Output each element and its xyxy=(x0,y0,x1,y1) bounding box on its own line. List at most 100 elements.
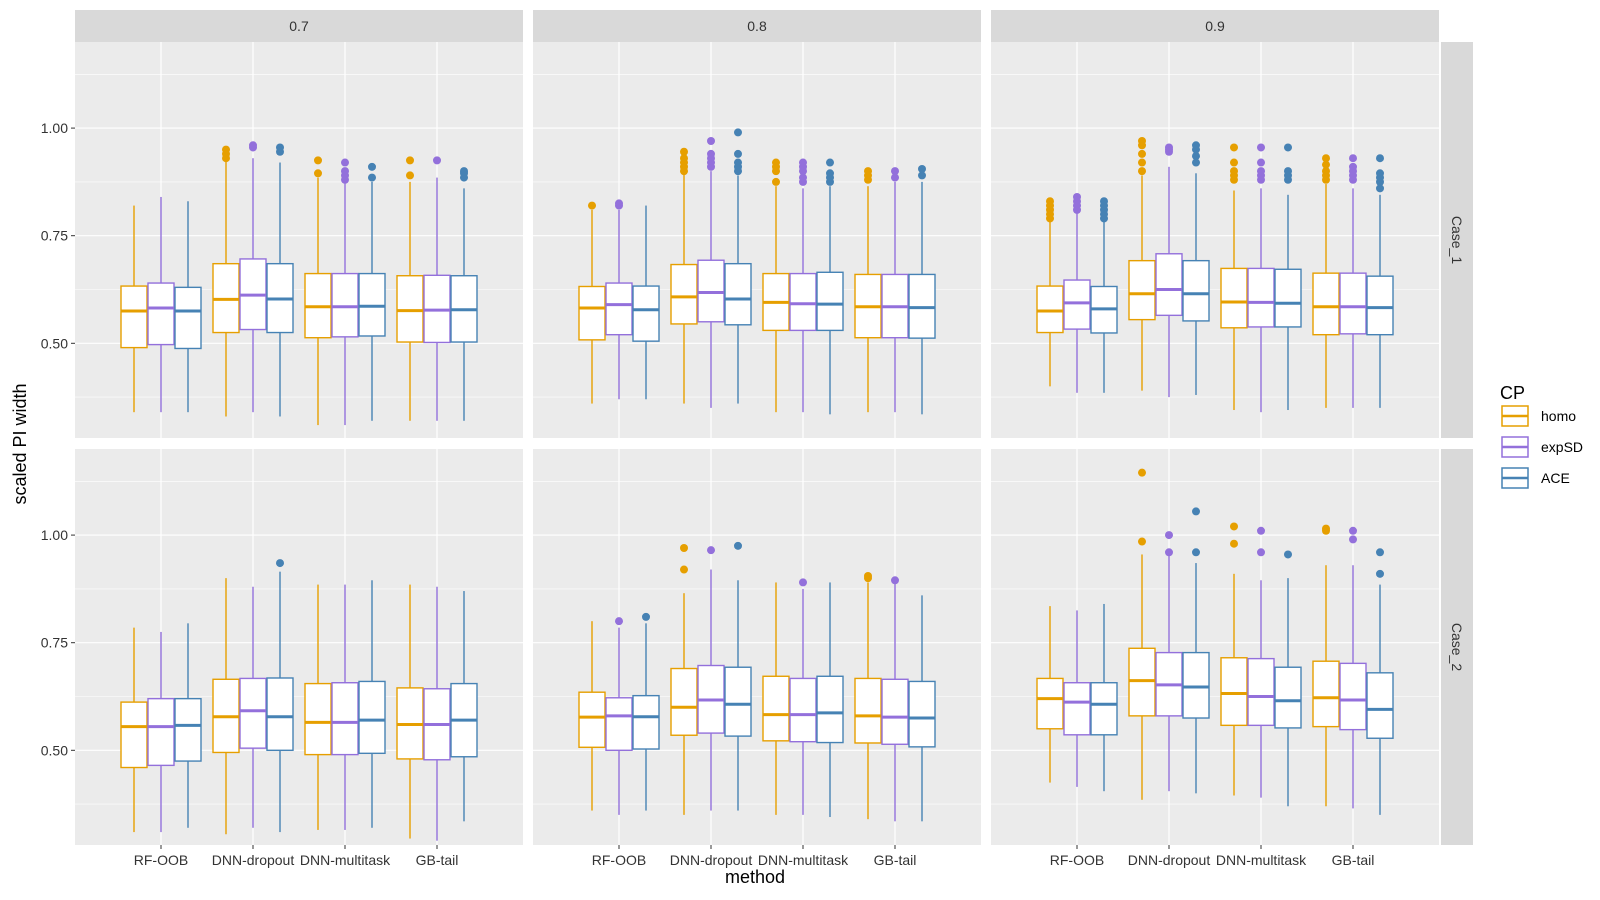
box-homo xyxy=(212,578,240,835)
box-homo xyxy=(120,205,148,413)
outlier-point xyxy=(1192,507,1200,516)
outlier-point xyxy=(1257,548,1265,557)
panel-background xyxy=(75,42,523,438)
box-iqr xyxy=(147,697,175,767)
box-ACE xyxy=(908,595,936,822)
outlier-point xyxy=(1376,184,1384,193)
outlier-point xyxy=(1349,162,1357,171)
box-homo xyxy=(304,156,332,426)
box-iqr xyxy=(1155,253,1183,317)
box-ACE xyxy=(1090,197,1118,393)
outlier-point xyxy=(1165,531,1173,540)
box-iqr xyxy=(1182,259,1210,322)
box-ACE xyxy=(1366,154,1394,408)
outlier-point xyxy=(1230,167,1238,176)
outlier-point xyxy=(1100,197,1108,206)
x-tick-label: DNN-multitask xyxy=(758,852,849,868)
outlier-point xyxy=(707,546,715,555)
box-iqr xyxy=(266,677,294,752)
outlier-point xyxy=(615,199,623,208)
box-homo xyxy=(762,582,790,815)
legend: CP homo expSD ACE xyxy=(1500,383,1583,489)
facet-strip-row-label: Case_2 xyxy=(1449,623,1465,671)
box-iqr xyxy=(358,680,386,755)
box-iqr xyxy=(1274,268,1302,328)
box-iqr xyxy=(1036,677,1064,730)
outlier-point xyxy=(1138,149,1146,158)
box-homo xyxy=(1220,143,1248,411)
box-ACE xyxy=(632,612,660,811)
box-iqr xyxy=(724,262,752,326)
box-ACE xyxy=(816,582,844,818)
y-tick-label: 1.00 xyxy=(41,120,68,136)
box-iqr xyxy=(1128,259,1156,321)
outlier-point xyxy=(368,173,376,182)
outlier-point xyxy=(341,167,349,176)
box-homo xyxy=(670,544,698,815)
box-expSD xyxy=(1339,154,1367,408)
outlier-point xyxy=(799,158,807,167)
box-homo xyxy=(578,201,606,404)
box-iqr xyxy=(304,682,332,756)
box-iqr xyxy=(1339,272,1367,335)
outlier-point xyxy=(314,169,322,178)
box-iqr xyxy=(578,691,606,748)
box-iqr xyxy=(670,263,698,325)
outlier-point xyxy=(1349,526,1357,535)
box-expSD xyxy=(697,546,725,811)
outlier-point xyxy=(680,544,688,552)
outlier-point xyxy=(680,147,688,156)
box-iqr xyxy=(1366,275,1394,336)
box-iqr xyxy=(174,697,202,762)
x-tick-label: GB-tail xyxy=(874,852,917,868)
box-iqr xyxy=(1366,672,1394,739)
box-iqr xyxy=(120,701,148,769)
box-homo xyxy=(578,621,606,811)
box-iqr xyxy=(816,675,844,744)
box-iqr xyxy=(762,675,790,742)
outlier-point xyxy=(1165,548,1173,557)
x-tick-label: DNN-dropout xyxy=(1128,852,1211,868)
outlier-point xyxy=(772,158,780,167)
outlier-point xyxy=(918,171,926,180)
box-ACE xyxy=(1182,141,1210,395)
x-axis-layer: RF-OOB DNN-dropout DNN-multitask GB-tail RF-… xyxy=(134,845,1374,868)
x-tick-label: RF-OOB xyxy=(1050,852,1104,868)
outlier-point xyxy=(891,576,899,585)
box-expSD xyxy=(331,584,359,830)
outlier-point xyxy=(1192,548,1200,557)
facet-strip-col xyxy=(991,10,1439,42)
outlier-point xyxy=(1165,143,1173,152)
x-tick-label: DNN-multitask xyxy=(300,852,391,868)
facet-strip-row xyxy=(1441,42,1473,438)
box-homo xyxy=(854,167,882,413)
box-iqr xyxy=(697,259,725,323)
outlier-point xyxy=(707,137,715,145)
box-expSD xyxy=(147,631,175,833)
outlier-point xyxy=(734,128,742,137)
box-iqr xyxy=(670,667,698,736)
x-tick-label: DNN-dropout xyxy=(670,852,753,868)
outlier-point xyxy=(734,541,742,550)
outlier-point xyxy=(864,571,872,580)
box-homo xyxy=(1128,137,1156,391)
box-expSD xyxy=(239,586,267,828)
panel-background xyxy=(75,449,523,845)
box-iqr xyxy=(789,677,817,743)
outlier-point xyxy=(799,173,807,182)
outlier-point xyxy=(1322,524,1330,533)
outlier-point xyxy=(799,578,807,587)
outlier-point xyxy=(1138,468,1146,477)
box-ACE xyxy=(266,559,294,833)
outlier-point xyxy=(1376,548,1384,557)
facet-strip-col xyxy=(75,10,523,42)
box-ACE xyxy=(816,158,844,415)
y-tick-label: 0.50 xyxy=(41,335,68,351)
outlier-point xyxy=(1138,158,1146,167)
box-homo xyxy=(212,145,240,417)
facet-panel xyxy=(533,42,981,438)
box-ACE xyxy=(358,580,386,828)
box-expSD xyxy=(1247,143,1275,413)
box-ACE xyxy=(1182,507,1210,794)
